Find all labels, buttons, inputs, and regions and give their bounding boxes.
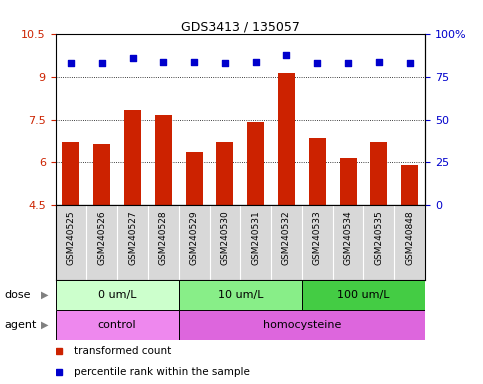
Point <box>159 58 167 65</box>
Text: GSM240534: GSM240534 <box>343 210 353 265</box>
Bar <box>179 310 425 340</box>
Text: control: control <box>98 320 136 330</box>
Text: GSM240535: GSM240535 <box>374 210 384 265</box>
Text: 0 um/L: 0 um/L <box>98 290 136 300</box>
Bar <box>247 122 264 205</box>
Bar <box>62 142 79 205</box>
Text: ▶: ▶ <box>41 290 48 300</box>
Bar <box>370 142 387 205</box>
Bar <box>302 280 425 310</box>
Point <box>375 58 383 65</box>
Bar <box>401 165 418 205</box>
Bar <box>278 73 295 205</box>
Point <box>252 58 259 65</box>
Point <box>313 60 321 66</box>
Point <box>283 51 290 58</box>
Text: GSM240532: GSM240532 <box>282 210 291 265</box>
Text: GSM240525: GSM240525 <box>67 210 75 265</box>
Bar <box>56 310 179 340</box>
Point <box>67 60 75 66</box>
Text: transformed count: transformed count <box>74 346 171 356</box>
Text: 100 um/L: 100 um/L <box>337 290 390 300</box>
Text: GSM240527: GSM240527 <box>128 210 137 265</box>
Bar <box>155 115 172 205</box>
Bar <box>93 144 110 205</box>
Point <box>406 60 413 66</box>
Point <box>221 60 229 66</box>
Bar <box>179 280 302 310</box>
Text: homocysteine: homocysteine <box>263 320 341 330</box>
Bar <box>340 158 356 205</box>
Text: ▶: ▶ <box>41 320 48 330</box>
Point <box>344 60 352 66</box>
Text: GSM240529: GSM240529 <box>190 210 199 265</box>
Title: GDS3413 / 135057: GDS3413 / 135057 <box>181 20 300 33</box>
Point <box>190 58 198 65</box>
Bar <box>56 280 179 310</box>
Text: GSM240528: GSM240528 <box>159 210 168 265</box>
Bar <box>309 138 326 205</box>
Text: GSM240531: GSM240531 <box>251 210 260 265</box>
Point <box>98 60 106 66</box>
Bar <box>124 110 141 205</box>
Bar <box>185 152 202 205</box>
Text: GSM240533: GSM240533 <box>313 210 322 265</box>
Text: dose: dose <box>5 290 31 300</box>
Point <box>128 55 136 61</box>
Text: GSM240526: GSM240526 <box>97 210 106 265</box>
Text: percentile rank within the sample: percentile rank within the sample <box>74 367 250 377</box>
Text: 10 um/L: 10 um/L <box>217 290 263 300</box>
Text: GSM240848: GSM240848 <box>405 210 414 265</box>
Bar <box>216 142 233 205</box>
Text: agent: agent <box>5 320 37 330</box>
Text: GSM240530: GSM240530 <box>220 210 229 265</box>
